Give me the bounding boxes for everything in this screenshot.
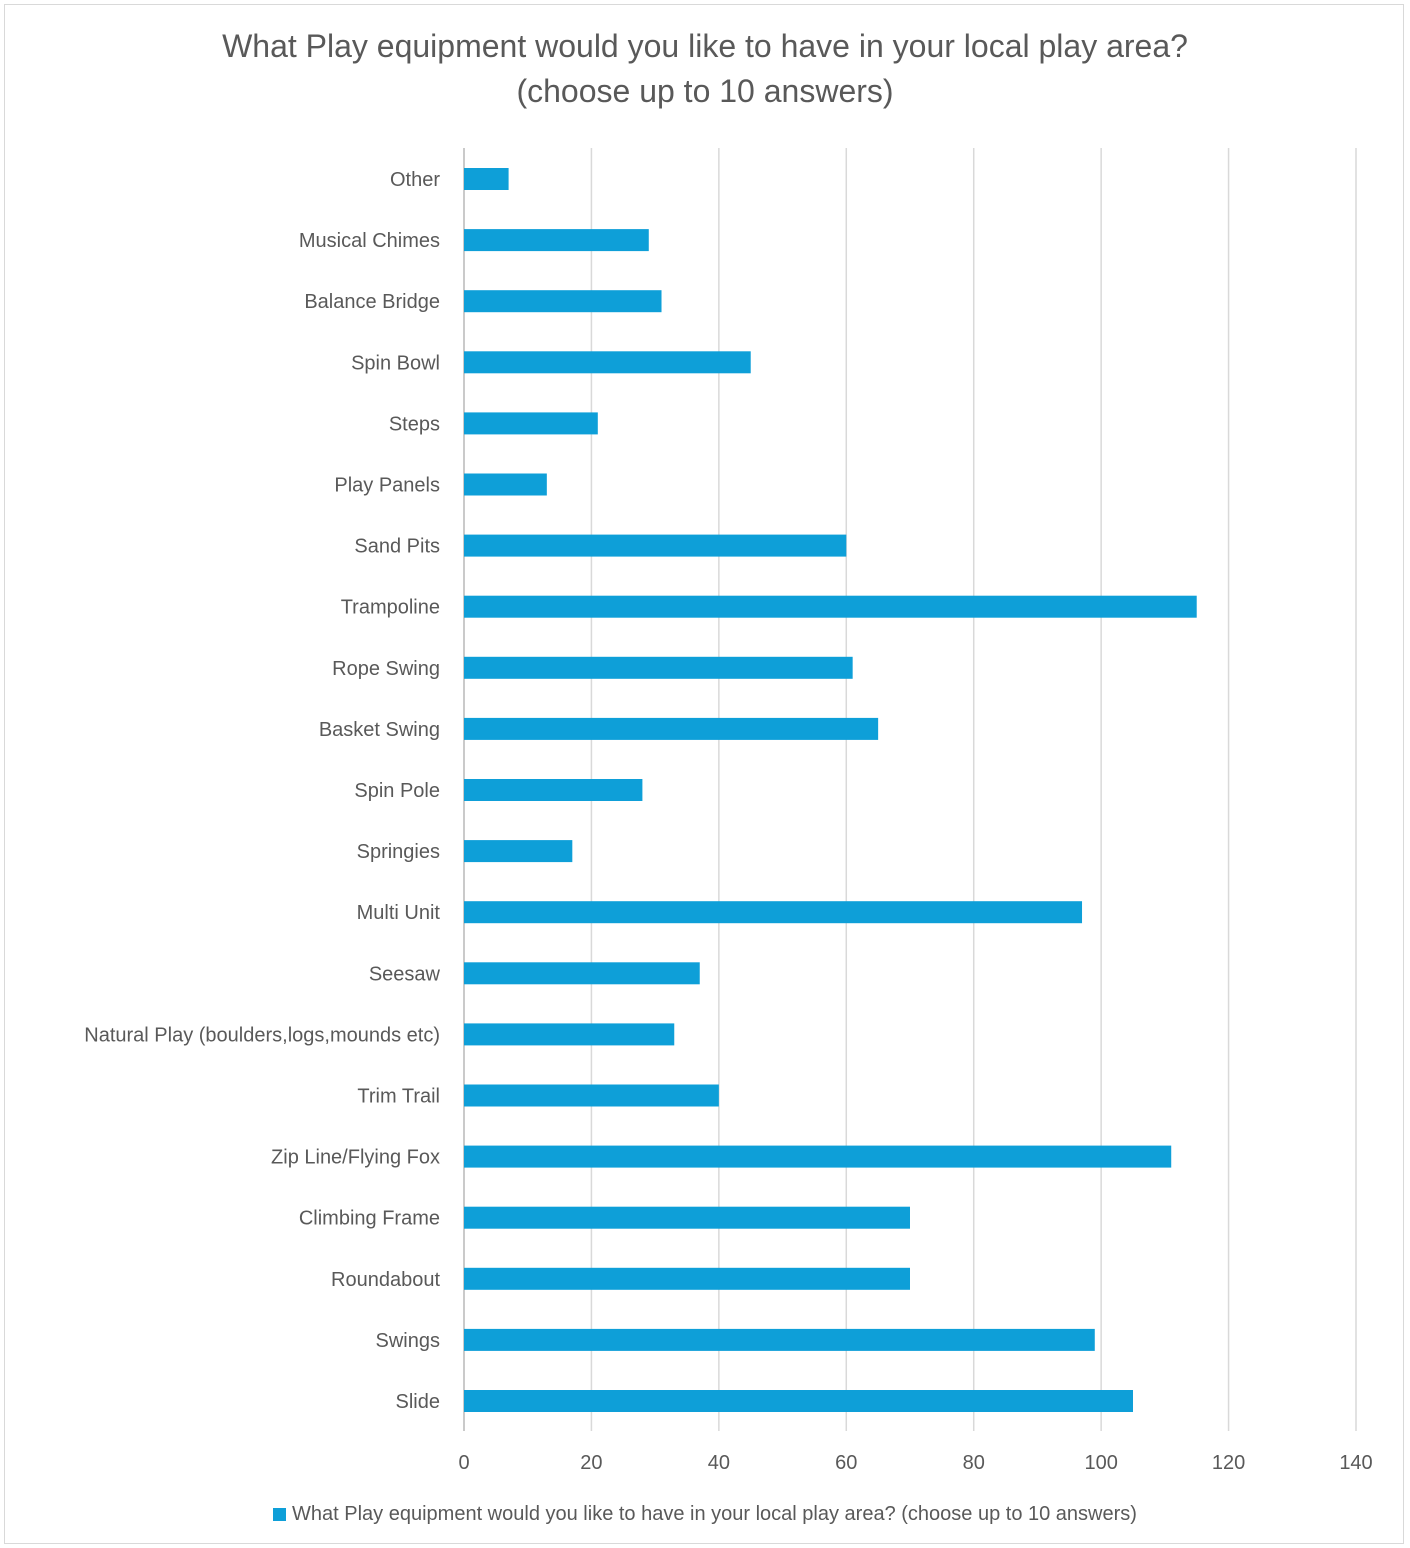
bar xyxy=(464,351,751,374)
category-label: Spin Pole xyxy=(354,780,440,802)
category-label: Trim Trail xyxy=(357,1086,440,1108)
category-label: Multi Unit xyxy=(357,902,441,924)
category-label: Spin Bowl xyxy=(351,352,440,374)
bar xyxy=(464,534,847,557)
bar xyxy=(464,901,1083,924)
category-label: Basket Swing xyxy=(319,719,440,741)
legend-swatch xyxy=(273,1508,287,1521)
bar xyxy=(464,473,547,496)
chart-title: What Play equipment would you like to ha… xyxy=(0,24,1410,114)
bar xyxy=(464,962,700,985)
chart-title-line-2: (choose up to 10 answers) xyxy=(516,73,894,109)
x-tick-label: 80 xyxy=(963,1452,985,1474)
x-tick-label: 120 xyxy=(1212,1452,1245,1474)
bar xyxy=(464,168,509,190)
category-label: Natural Play (boulders,logs,mounds etc) xyxy=(84,1024,440,1046)
x-tick-label: 140 xyxy=(1339,1452,1372,1474)
x-tick-label: 100 xyxy=(1084,1452,1117,1474)
bar xyxy=(464,1267,910,1290)
category-label: Steps xyxy=(389,413,440,435)
category-label: Roundabout xyxy=(331,1269,440,1291)
bar xyxy=(464,1084,719,1107)
bar xyxy=(464,1390,1133,1412)
chart-title-line-1: What Play equipment would you like to ha… xyxy=(222,28,1188,64)
category-label: Springies xyxy=(357,841,440,863)
bar xyxy=(464,656,853,679)
legend-label: What Play equipment would you like to ha… xyxy=(292,1503,1137,1525)
x-tick-label: 20 xyxy=(580,1452,602,1474)
category-label: Musical Chimes xyxy=(299,230,440,252)
category-label: Sand Pits xyxy=(354,536,440,558)
bar xyxy=(464,779,643,801)
x-tick-label: 40 xyxy=(708,1452,730,1474)
bar xyxy=(464,290,662,313)
category-label: Zip Line/Flying Fox xyxy=(271,1147,440,1169)
bars xyxy=(464,168,1197,1412)
category-label: Climbing Frame xyxy=(299,1208,440,1230)
legend: What Play equipment would you like to ha… xyxy=(0,1500,1410,1528)
bar xyxy=(464,1023,675,1046)
bar xyxy=(464,229,649,252)
category-label: Balance Bridge xyxy=(304,291,440,313)
bar xyxy=(464,840,573,863)
bar xyxy=(464,412,598,435)
category-label: Rope Swing xyxy=(332,658,440,680)
category-label: Trampoline xyxy=(341,597,440,619)
bar xyxy=(464,595,1197,618)
bar xyxy=(464,1145,1172,1168)
category-label: Swings xyxy=(376,1330,440,1352)
bar xyxy=(464,1328,1095,1351)
x-tick-label: 0 xyxy=(458,1452,469,1474)
x-tick-label: 60 xyxy=(835,1452,857,1474)
category-label: Seesaw xyxy=(369,963,441,985)
bar xyxy=(464,1206,910,1229)
category-label: Slide xyxy=(396,1391,440,1413)
category-labels: Other Musical Chimes Balance Bridge Spin Bo… xyxy=(84,169,440,1413)
x-tick-labels: 0 20 40 60 80 100 120 140 xyxy=(458,1452,1372,1474)
category-label: Play Panels xyxy=(334,475,440,497)
category-label: Other xyxy=(390,169,440,191)
bar xyxy=(464,717,879,740)
